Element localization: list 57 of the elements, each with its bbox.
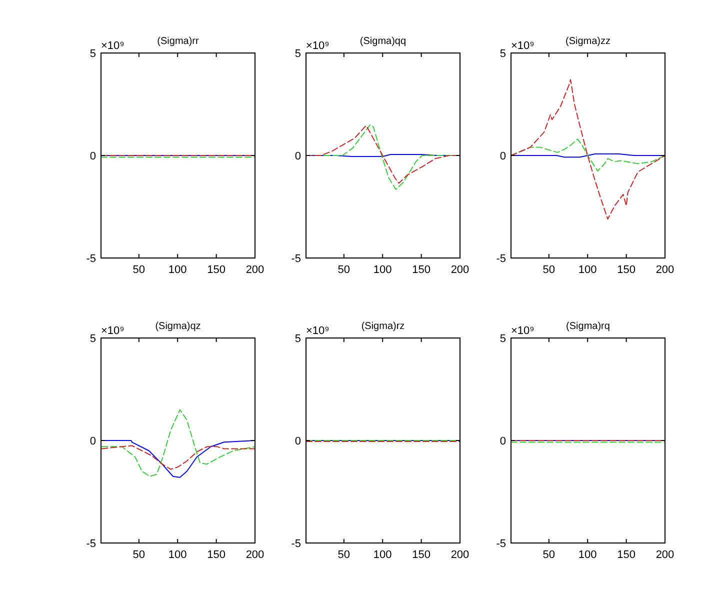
chart-title: (Sigma)rr [157, 36, 200, 47]
x-tick-label: 50 [132, 549, 146, 561]
chart-title: (Sigma)rq [566, 321, 610, 332]
y-tick-label: 5 [90, 333, 96, 345]
x-tick-label: 150 [207, 264, 226, 276]
x-tick-label: 200 [246, 549, 264, 561]
y-tick-label: 0 [294, 150, 301, 162]
x-tick-label: 200 [450, 549, 470, 561]
x-tick-label: 100 [373, 549, 392, 561]
text: ×10⁹ [101, 325, 124, 337]
y-tick-label: 0 [500, 150, 506, 162]
line-series [101, 409, 256, 477]
x-tick-label: 150 [412, 549, 430, 561]
text: ×10⁹ [306, 325, 330, 337]
y-tick-label: -5 [496, 253, 506, 265]
chart-title: (Sigma)zz [565, 36, 611, 47]
chart-title: (Sigma)rz [361, 321, 405, 332]
x-tick-label: 50 [542, 549, 556, 561]
x-tick-label: 50 [542, 264, 556, 276]
line-series [101, 445, 256, 470]
y-tick-label: 5 [294, 48, 301, 60]
text: ×10⁹ [511, 325, 534, 337]
x-tick-label: 150 [617, 264, 636, 276]
x-tick-label: 200 [450, 264, 470, 276]
x-tick-label: 150 [617, 549, 636, 561]
y-tick-label: 0 [90, 150, 96, 162]
y-tick-label: 5 [90, 48, 96, 60]
y-tick-label: 0 [294, 436, 301, 448]
x-tick-label: 200 [656, 549, 674, 561]
y-tick-label: 0 [90, 436, 96, 448]
x-tick-label: 50 [338, 264, 350, 276]
x-tick-label: 150 [412, 264, 430, 276]
y-tick-label: -5 [86, 253, 96, 265]
chart-title: (Sigma)qq [360, 36, 406, 47]
x-tick-label: 100 [578, 264, 597, 276]
line-series [510, 79, 666, 220]
y-tick-label: -5 [86, 538, 96, 550]
y-tick-label: -5 [291, 253, 301, 265]
y-tick-label: 5 [500, 333, 506, 345]
chart-title: (Sigma)qz [155, 321, 201, 332]
x-tick-label: 150 [207, 549, 226, 561]
x-tick-label: 200 [246, 264, 264, 276]
text: ×10⁹ [511, 40, 534, 52]
y-tick-label: -5 [496, 538, 506, 550]
x-tick-label: 100 [373, 264, 392, 276]
x-tick-label: 50 [132, 264, 146, 276]
x-tick-label: 50 [338, 549, 350, 561]
x-tick-label: 100 [578, 549, 597, 561]
x-tick-label: 200 [656, 264, 674, 276]
y-tick-label: 5 [294, 333, 301, 345]
text: ×10⁹ [101, 40, 124, 52]
x-tick-label: 100 [168, 264, 187, 276]
text: ×10⁹ [306, 40, 330, 52]
x-tick-label: 100 [168, 549, 187, 561]
y-tick-label: -5 [291, 538, 301, 550]
y-tick-label: 5 [500, 48, 506, 60]
y-tick-label: 0 [500, 436, 506, 448]
